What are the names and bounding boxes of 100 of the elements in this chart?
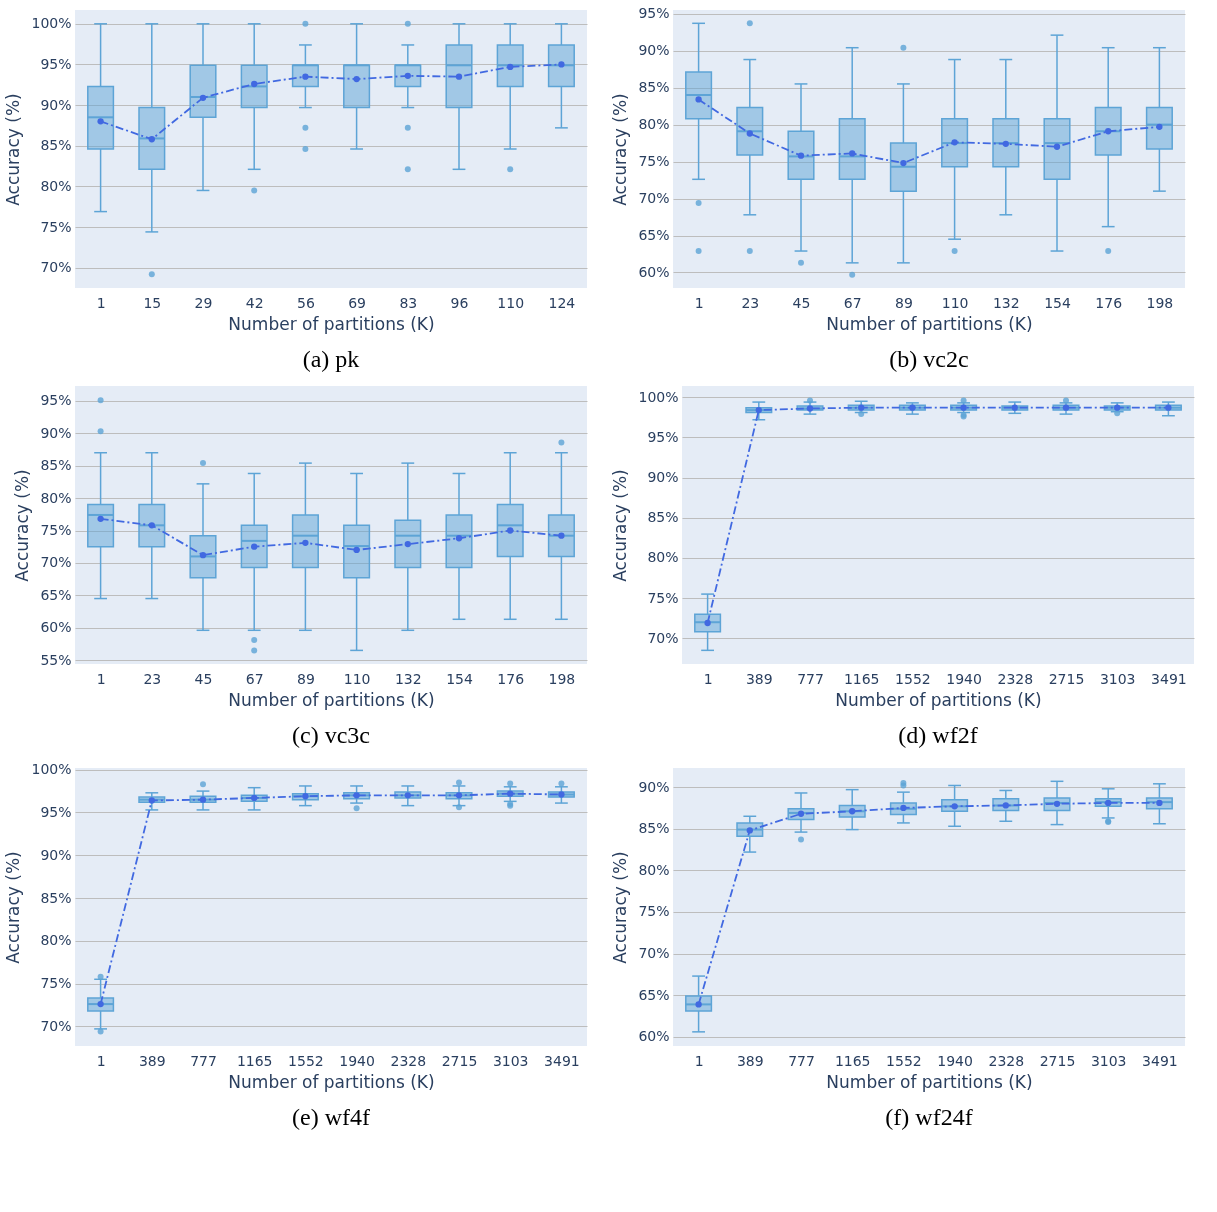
y-tick-label: 65% (638, 227, 670, 244)
x-tick-label: 1165 (843, 670, 880, 687)
y-tick-label: 85% (638, 820, 670, 837)
x-axis-title: Number of partitions (K) (826, 313, 1033, 334)
x-tick-label: 2715 (1048, 670, 1085, 687)
x-tick-label: 176 (1095, 294, 1123, 311)
x-axis-title: Number of partitions (K) (228, 1071, 435, 1092)
y-tick-label: 70% (40, 554, 72, 571)
x-tick-label: 45 (194, 670, 213, 687)
text: (e) wf4f (292, 1104, 370, 1130)
y-axis-title: Accuracy (%) (3, 851, 24, 964)
x-tick-label: 132 (394, 670, 422, 687)
x-tick-label: 2715 (441, 1052, 478, 1069)
y-tick-label: 95% (638, 5, 670, 22)
y-tick-label: 100% (31, 761, 72, 778)
y-tick-label: 70% (40, 1017, 72, 1034)
y-tick-label: 85% (40, 889, 72, 906)
x-tick-label: 23 (741, 294, 760, 311)
y-tick-label: 85% (40, 137, 72, 154)
x-tick-label: 1165 (236, 1052, 273, 1069)
x-tick-label: 2328 (997, 670, 1034, 687)
text: (c) vc3c (292, 722, 370, 748)
y-tick-label: 55% (40, 651, 72, 668)
y-tick-label: 80% (638, 116, 670, 133)
y-tick-label: 80% (40, 489, 72, 506)
x-tick-label: 198 (1146, 294, 1174, 311)
y-tick-label: 75% (647, 589, 679, 606)
y-tick-label: 75% (40, 218, 72, 235)
x-tick-label: 42 (245, 294, 264, 311)
y-tick-label: 100% (638, 388, 679, 405)
y-tick-label: 95% (40, 392, 72, 409)
y-tick-label: 95% (40, 55, 72, 72)
y-tick-label: 90% (40, 96, 72, 113)
y-tick-label: 95% (647, 428, 679, 445)
x-tick-label: 3103 (1090, 1052, 1127, 1069)
x-tick-label: 1940 (946, 670, 982, 687)
x-tick-label: 1552 (895, 670, 931, 687)
x-tick-label: 777 (788, 1052, 815, 1069)
x-tick-label: 3491 (1151, 670, 1187, 687)
y-tick-label: 75% (40, 975, 72, 992)
x-tick-label: 1940 (339, 1052, 375, 1069)
y-axis-title: Accuracy (%) (610, 851, 631, 964)
x-tick-label: 132 (992, 294, 1020, 311)
y-tick-label: 85% (638, 79, 670, 96)
x-tick-label: 154 (1044, 294, 1071, 311)
y-tick-label: 75% (638, 903, 670, 920)
y-tick-label: 70% (638, 945, 670, 962)
y-tick-label: 70% (638, 190, 670, 207)
x-tick-label: 2715 (1039, 1052, 1076, 1069)
y-tick-label: 90% (40, 424, 72, 441)
x-tick-label: 1 (694, 1052, 704, 1069)
x-tick-label: 154 (446, 670, 473, 687)
x-axis-title: Number of partitions (K) (835, 689, 1042, 710)
y-tick-label: 90% (638, 42, 670, 59)
x-tick-label: 67 (245, 670, 264, 687)
x-tick-label: 89 (296, 670, 315, 687)
x-tick-label: 3103 (1099, 670, 1136, 687)
x-tick-label: 67 (843, 294, 862, 311)
x-axis-title: Number of partitions (K) (228, 689, 435, 710)
y-tick-label: 70% (40, 259, 72, 276)
x-tick-label: 110 (941, 294, 969, 311)
x-tick-label: 198 (548, 670, 576, 687)
y-axis-title: Accuracy (%) (610, 469, 631, 582)
y-tick-label: 80% (647, 549, 679, 566)
x-tick-label: 124 (548, 294, 576, 311)
y-axis-title: Accuracy (%) (610, 93, 631, 206)
y-tick-label: 80% (40, 932, 72, 949)
x-tick-label: 45 (792, 294, 811, 311)
x-tick-label: 3103 (492, 1052, 529, 1069)
x-tick-label: 389 (745, 670, 773, 687)
x-tick-label: 83 (399, 294, 418, 311)
x-tick-label: 29 (194, 294, 213, 311)
x-tick-label: 2328 (988, 1052, 1025, 1069)
text: (b) vc2c (889, 346, 969, 372)
x-axis-title: Number of partitions (K) (826, 1071, 1033, 1092)
x-tick-label: 96 (450, 294, 469, 311)
x-tick-label: 1 (96, 1052, 106, 1069)
x-tick-label: 1552 (288, 1052, 324, 1069)
y-tick-label: 60% (638, 1028, 670, 1045)
x-tick-label: 69 (348, 294, 367, 311)
x-tick-label: 1 (694, 294, 704, 311)
y-tick-label: 90% (40, 846, 72, 863)
y-tick-label: 95% (40, 803, 72, 820)
y-tick-label: 90% (647, 469, 679, 486)
y-tick-label: 65% (40, 586, 72, 603)
x-tick-label: 1 (96, 670, 106, 687)
y-tick-label: 60% (40, 619, 72, 636)
y-tick-label: 100% (31, 15, 72, 32)
x-tick-label: 176 (497, 670, 525, 687)
y-tick-label: 80% (40, 177, 72, 194)
y-tick-label: 80% (638, 861, 670, 878)
y-tick-label: 70% (647, 629, 679, 646)
y-tick-label: 85% (647, 509, 679, 526)
x-tick-label: 1940 (937, 1052, 973, 1069)
y-tick-label: 75% (40, 522, 72, 539)
x-tick-label: 2328 (390, 1052, 427, 1069)
x-tick-label: 15 (143, 294, 162, 311)
y-axis-title: Accuracy (%) (12, 469, 33, 582)
x-tick-label: 389 (736, 1052, 764, 1069)
text: (d) wf2f (898, 722, 978, 748)
